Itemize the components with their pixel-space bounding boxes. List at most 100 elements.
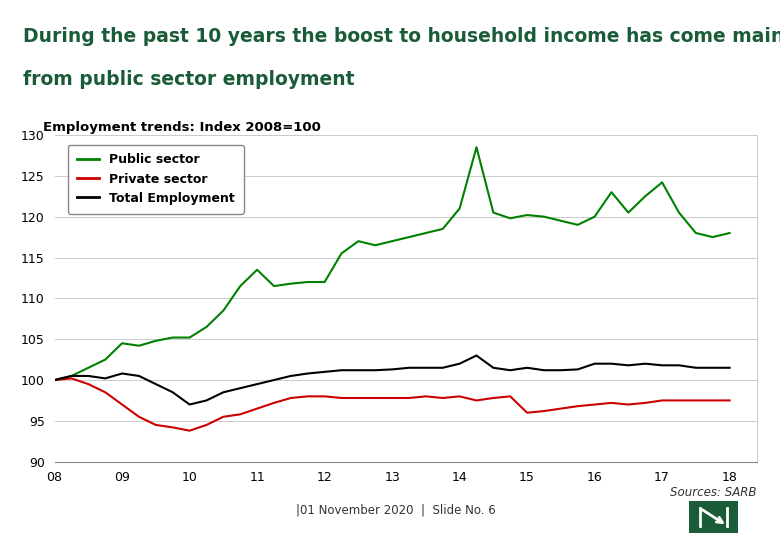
Private sector (134, 414, 144, 420)
Private sector (67, 375, 76, 382)
Public sector (658, 179, 667, 186)
Public sector (640, 193, 650, 199)
Public sector (218, 307, 228, 314)
Private sector (708, 397, 718, 404)
Total Employment (253, 381, 262, 387)
Public sector (556, 218, 566, 224)
Private sector (455, 393, 464, 400)
Total Employment (523, 364, 532, 371)
Total Employment (421, 364, 431, 371)
Public sector (320, 279, 329, 285)
Public sector (118, 340, 127, 347)
Line: Total Employment: Total Employment (55, 355, 729, 404)
Public sector (505, 215, 515, 221)
Private sector (624, 401, 633, 408)
Total Employment (640, 360, 650, 367)
Private sector (674, 397, 683, 404)
Total Employment (67, 373, 76, 379)
Private sector (388, 395, 397, 401)
Total Employment (691, 364, 700, 371)
Private sector (269, 400, 278, 406)
Total Employment (658, 362, 667, 369)
Total Employment (236, 385, 245, 392)
Total Employment (505, 367, 515, 374)
Total Employment (151, 381, 161, 387)
Private sector (236, 411, 245, 417)
Private sector (640, 400, 650, 406)
Private sector (556, 406, 566, 412)
Total Employment (404, 364, 413, 371)
Private sector (303, 393, 313, 400)
Private sector (286, 395, 296, 401)
Public sector (455, 205, 464, 212)
Public sector (202, 323, 211, 330)
Private sector (725, 397, 734, 404)
Private sector (101, 389, 110, 395)
Public sector (134, 342, 144, 349)
Total Employment (134, 373, 144, 379)
Private sector (151, 422, 161, 428)
Private sector (185, 428, 194, 434)
Private sector (370, 395, 380, 401)
Private sector (523, 409, 532, 416)
Private sector (691, 397, 700, 404)
Total Employment (83, 373, 93, 379)
Total Employment (590, 360, 599, 367)
Total Employment (573, 366, 583, 373)
Total Employment (472, 352, 481, 359)
Private sector (218, 414, 228, 420)
Private sector (573, 403, 583, 409)
Public sector (253, 267, 262, 273)
Total Employment (337, 367, 346, 374)
Private sector (83, 381, 93, 387)
FancyBboxPatch shape (690, 501, 738, 533)
Private sector (421, 393, 431, 400)
Private sector (438, 395, 448, 401)
Private sector (337, 395, 346, 401)
Public sector (489, 210, 498, 216)
Public sector (236, 283, 245, 289)
Total Employment (101, 375, 110, 382)
Public sector (573, 221, 583, 228)
Total Employment (118, 370, 127, 377)
Private sector (320, 393, 329, 400)
Public sector (624, 210, 633, 216)
Total Employment (303, 370, 313, 377)
Public sector (438, 226, 448, 232)
Public sector (269, 283, 278, 289)
Private sector (489, 395, 498, 401)
Total Employment (438, 364, 448, 371)
Public sector (67, 373, 76, 379)
Total Employment (269, 377, 278, 383)
Text: Sources: SARB: Sources: SARB (670, 486, 757, 499)
Public sector (286, 280, 296, 287)
Private sector (539, 408, 548, 414)
Private sector (168, 424, 177, 430)
Public sector (337, 250, 346, 256)
Total Employment (388, 366, 397, 373)
Public sector (472, 144, 481, 151)
Total Employment (674, 362, 683, 369)
Total Employment (556, 367, 566, 374)
Private sector (118, 401, 127, 408)
Total Employment (607, 360, 616, 367)
Total Employment (708, 364, 718, 371)
Total Employment (370, 367, 380, 374)
Private sector (505, 393, 515, 400)
Public sector (674, 210, 683, 216)
Public sector (168, 334, 177, 341)
Total Employment (168, 389, 177, 395)
Text: from public sector employment: from public sector employment (23, 70, 355, 89)
Text: |01 November 2020  |  Slide No. 6: |01 November 2020 | Slide No. 6 (296, 504, 496, 517)
Public sector (607, 189, 616, 195)
Private sector (50, 377, 59, 383)
Line: Private sector: Private sector (55, 379, 729, 431)
Private sector (353, 395, 363, 401)
Total Employment (489, 364, 498, 371)
Private sector (590, 401, 599, 408)
Public sector (421, 230, 431, 236)
Public sector (185, 334, 194, 341)
Public sector (539, 213, 548, 220)
Total Employment (320, 369, 329, 375)
Public sector (708, 234, 718, 240)
